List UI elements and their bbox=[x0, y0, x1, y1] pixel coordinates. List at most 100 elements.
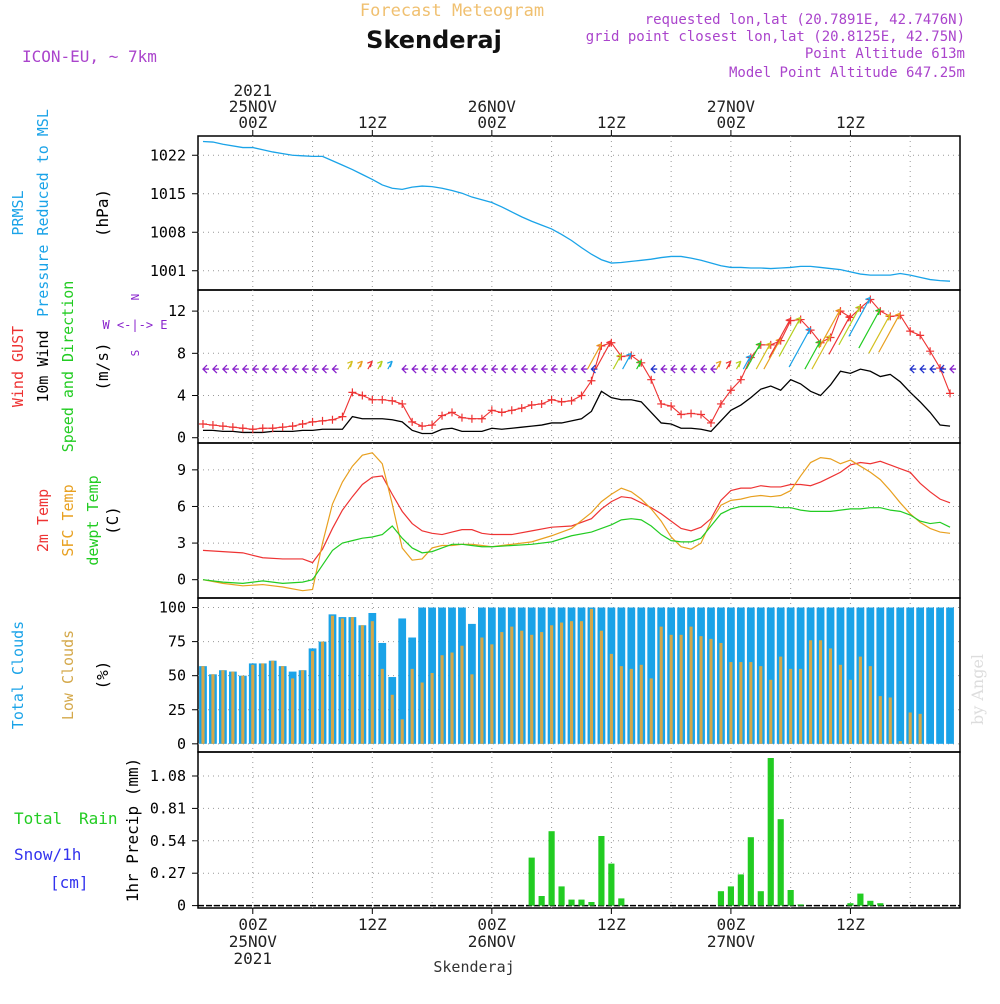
compass-n: N bbox=[129, 294, 142, 301]
low-cloud-bar bbox=[420, 682, 424, 744]
requested-coords: requested lon,lat (20.7891E, 42.7476N) bbox=[645, 12, 965, 28]
wind-direction-arrow bbox=[763, 337, 782, 370]
point-altitude: Point Altitude 613m bbox=[805, 46, 965, 62]
wind-direction-arrow bbox=[590, 364, 598, 374]
side-label: 2m Temp bbox=[34, 489, 52, 552]
gust-marker bbox=[866, 295, 875, 304]
precip-bar bbox=[608, 863, 615, 906]
low-cloud-bar bbox=[799, 668, 803, 744]
gust-marker bbox=[647, 375, 656, 384]
wind-direction-arrow bbox=[745, 342, 762, 370]
low-cloud-bar bbox=[350, 617, 354, 744]
gust-marker bbox=[338, 412, 347, 421]
closest-coords: grid point closest lon,lat (20.8125E, 42… bbox=[586, 29, 965, 45]
low-cloud-bar bbox=[221, 670, 225, 744]
wind-direction-arrow bbox=[291, 364, 299, 374]
precip-bar bbox=[538, 896, 545, 906]
precip-bar bbox=[737, 874, 744, 906]
side-label-snow-unit: [cm] bbox=[50, 873, 89, 892]
wind-direction-arrow bbox=[636, 360, 642, 370]
gust-marker bbox=[487, 406, 496, 415]
wind-direction-arrow bbox=[909, 364, 917, 374]
gust-marker bbox=[308, 417, 317, 426]
side-label-snow: Snow/1h bbox=[14, 845, 81, 864]
y-tick-label: 4 bbox=[177, 387, 186, 405]
bottom-time-label: 27NOV bbox=[707, 932, 756, 951]
low-cloud-bar bbox=[639, 664, 643, 744]
wind-direction-arrow bbox=[387, 360, 393, 370]
top-time-label: 12Z bbox=[358, 113, 387, 132]
wind-direction-arrow bbox=[510, 364, 518, 374]
low-cloud-bar bbox=[301, 670, 305, 744]
y-tick-label: 75 bbox=[168, 633, 186, 651]
wind-direction-arrow bbox=[520, 364, 528, 374]
wind-direction-arrow bbox=[231, 364, 239, 374]
wind-direction-arrow bbox=[838, 305, 861, 346]
side-label: dewpt Temp bbox=[84, 475, 102, 565]
low-cloud-bar bbox=[858, 656, 862, 744]
wind-direction-arrow bbox=[725, 360, 732, 370]
precip-bar bbox=[857, 893, 864, 906]
wind-direction-arrow bbox=[939, 364, 947, 374]
y-tick-label: 12 bbox=[168, 302, 186, 320]
gust-marker bbox=[856, 303, 865, 312]
low-cloud-bar bbox=[679, 634, 683, 744]
gust-marker bbox=[348, 388, 357, 397]
gust-marker bbox=[926, 347, 935, 356]
low-cloud-bar bbox=[739, 662, 743, 744]
wind-direction-arrow bbox=[331, 364, 339, 374]
precip-bar bbox=[717, 891, 725, 906]
gust-marker bbox=[726, 386, 735, 395]
low-cloud-bar bbox=[530, 634, 534, 744]
low-cloud-bar bbox=[550, 625, 554, 744]
low-cloud-bar bbox=[400, 719, 404, 744]
gust-marker bbox=[248, 425, 257, 434]
top-time-label: 00Z bbox=[477, 113, 506, 132]
y-tick-label: 1015 bbox=[150, 185, 186, 203]
bottom-time-label: 25NOV bbox=[229, 932, 278, 951]
temp-line-1 bbox=[202, 452, 951, 592]
total-cloud-bar bbox=[876, 607, 885, 744]
wind-direction-arrow bbox=[271, 364, 279, 374]
low-cloud-bar bbox=[500, 632, 504, 744]
wind-direction-arrow bbox=[560, 364, 568, 374]
gust-marker bbox=[208, 421, 217, 430]
low-cloud-bar bbox=[779, 656, 783, 744]
low-cloud-bar bbox=[291, 678, 295, 744]
precip-bar bbox=[528, 857, 535, 906]
low-cloud-bar bbox=[201, 666, 205, 744]
y-tick-label: 0 bbox=[177, 571, 186, 589]
location-title: Skenderaj bbox=[366, 26, 502, 54]
precip-bar bbox=[747, 837, 754, 906]
wind-direction-arrow bbox=[828, 314, 852, 355]
gust-marker bbox=[876, 307, 885, 316]
side-label: 10m Wind bbox=[34, 330, 52, 402]
wind-direction-arrow bbox=[281, 364, 289, 374]
low-cloud-bar bbox=[410, 668, 414, 744]
wind-direction-arrow bbox=[680, 364, 688, 374]
gust-marker bbox=[846, 313, 855, 322]
gust-marker bbox=[587, 376, 596, 385]
y-tick-label: 0.27 bbox=[150, 864, 186, 882]
wind-direction-arrow bbox=[670, 364, 678, 374]
gust-marker bbox=[557, 397, 566, 406]
low-cloud-bar bbox=[281, 666, 285, 744]
gust-marker bbox=[637, 358, 646, 367]
y-tick-label: 0.54 bbox=[150, 832, 186, 850]
low-cloud-bar bbox=[589, 608, 594, 744]
low-cloud-bar bbox=[340, 618, 344, 744]
top-time-label: 26NOV bbox=[468, 97, 517, 116]
low-cloud-bar bbox=[320, 641, 325, 744]
low-cloud-bar bbox=[759, 666, 763, 744]
gust-marker bbox=[388, 396, 397, 405]
gust-marker bbox=[756, 340, 765, 349]
gust-marker bbox=[796, 315, 805, 324]
precip-bar bbox=[548, 831, 555, 906]
wind-direction-arrow bbox=[421, 364, 429, 374]
gust-marker bbox=[786, 316, 795, 325]
wind-direction-arrow bbox=[357, 360, 363, 370]
gust-marker bbox=[318, 416, 327, 425]
gust-marker bbox=[418, 422, 427, 431]
gust-marker bbox=[806, 326, 815, 335]
gust-marker bbox=[766, 340, 775, 349]
